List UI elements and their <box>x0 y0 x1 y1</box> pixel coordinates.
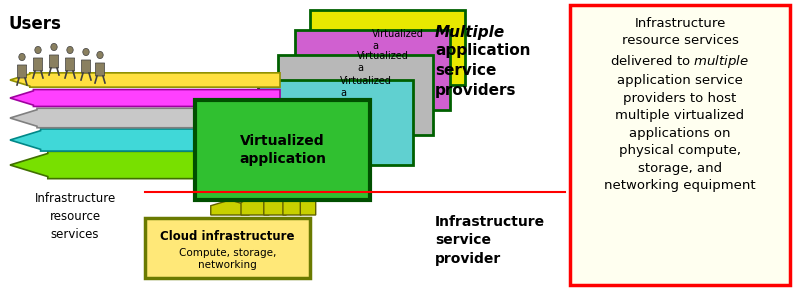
Text: Infrastructure
resource services
delivered to $\it{multiple}$
application servic: Infrastructure resource services deliver… <box>604 17 756 192</box>
FancyArrow shape <box>283 188 301 215</box>
Text: Virtualized
a: Virtualized a <box>357 51 409 73</box>
Ellipse shape <box>35 46 42 54</box>
Ellipse shape <box>51 43 58 51</box>
FancyBboxPatch shape <box>66 58 74 71</box>
FancyArrow shape <box>264 190 286 215</box>
FancyBboxPatch shape <box>95 63 105 76</box>
Bar <box>278 55 433 135</box>
FancyBboxPatch shape <box>18 65 26 78</box>
FancyArrow shape <box>210 200 250 215</box>
Text: Infrastructure
service
provider: Infrastructure service provider <box>435 215 545 266</box>
FancyBboxPatch shape <box>34 58 42 71</box>
Ellipse shape <box>83 48 90 55</box>
Ellipse shape <box>67 46 74 54</box>
Bar <box>145 218 310 278</box>
Bar <box>310 10 465 85</box>
FancyArrow shape <box>300 186 316 215</box>
Bar <box>258 80 413 165</box>
FancyBboxPatch shape <box>82 60 90 73</box>
Bar <box>195 100 370 200</box>
Bar <box>570 5 790 285</box>
FancyArrow shape <box>10 151 280 179</box>
Text: Virtualized
a: Virtualized a <box>320 103 372 125</box>
FancyArrow shape <box>241 195 269 215</box>
Text: Multiple: Multiple <box>435 25 506 40</box>
FancyBboxPatch shape <box>50 55 58 68</box>
Text: Cloud infrastructure: Cloud infrastructure <box>160 230 294 242</box>
Text: Infrastructure
resource
services: Infrastructure resource services <box>34 192 116 241</box>
Text: Users: Users <box>8 15 61 33</box>
Text: Virtualized
application: Virtualized application <box>239 134 326 166</box>
Text: application
service
providers: application service providers <box>435 43 530 98</box>
FancyArrow shape <box>10 108 280 128</box>
Bar <box>295 30 450 110</box>
FancyArrow shape <box>10 90 280 106</box>
Text: Virtualized
a: Virtualized a <box>340 76 392 98</box>
FancyArrow shape <box>10 73 280 87</box>
Text: Compute, storage,
networking: Compute, storage, networking <box>179 248 276 270</box>
FancyArrow shape <box>10 129 280 151</box>
Ellipse shape <box>19 53 26 60</box>
Text: Virtualized
a: Virtualized a <box>372 29 424 51</box>
Ellipse shape <box>97 51 103 59</box>
